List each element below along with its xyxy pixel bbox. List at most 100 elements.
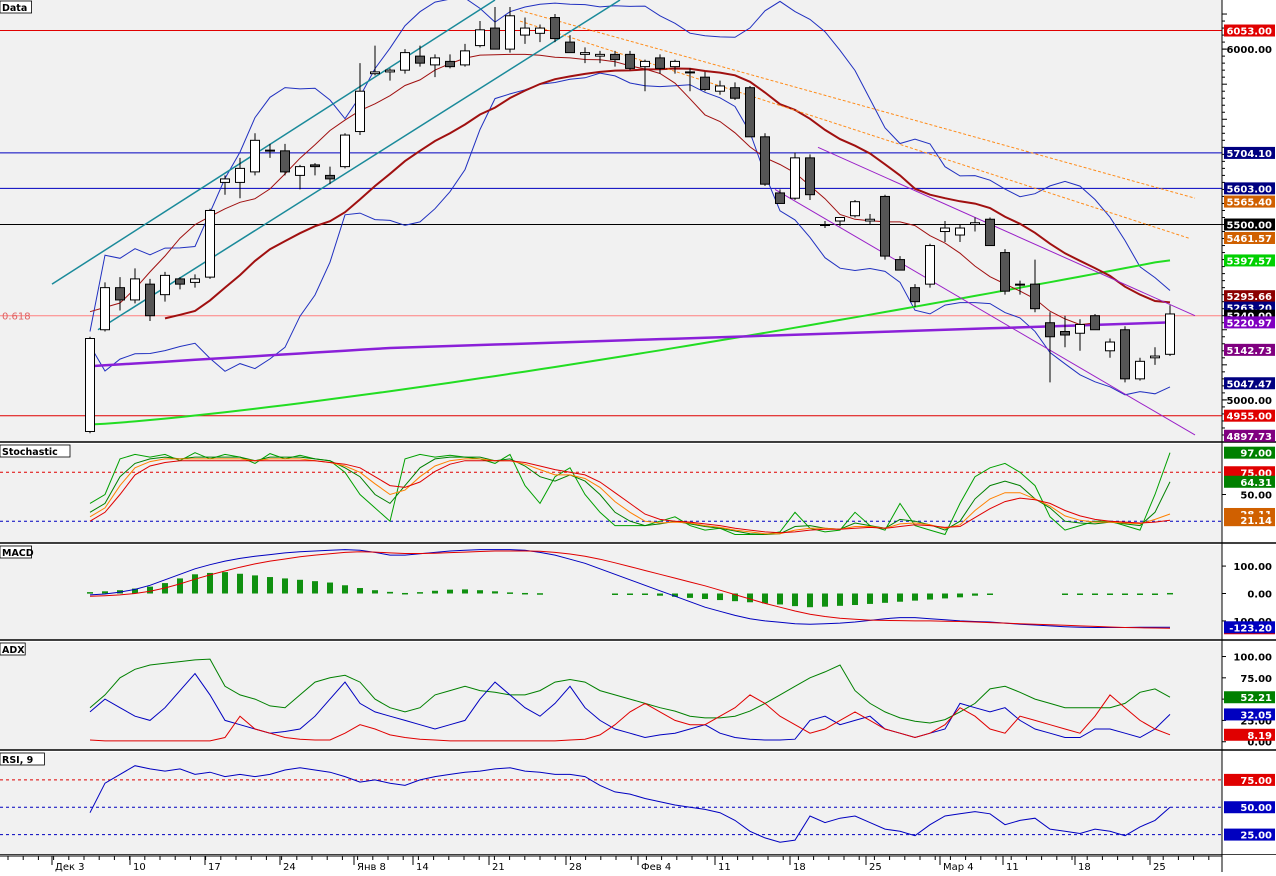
panel-title-data-box xyxy=(0,0,33,14)
time-axis-label: 10 xyxy=(133,862,146,872)
adx-value-32.05-bg xyxy=(1224,708,1275,721)
candle-body xyxy=(505,15,515,50)
candle-body xyxy=(805,157,815,196)
price-label-5603.00-text: 5603.00 xyxy=(1226,184,1272,195)
stochastic-series-line xyxy=(89,460,1171,534)
macd-series-line xyxy=(89,550,1171,629)
candle-body xyxy=(940,227,950,233)
rsi-value-25.00-bg xyxy=(1224,828,1275,841)
candle xyxy=(1150,347,1160,365)
candle-body xyxy=(760,136,770,185)
macd-histogram-bar xyxy=(702,593,708,599)
price-label-6053.00-text: 6053.00 xyxy=(1226,27,1272,38)
price-label-5220.97-bg xyxy=(1224,316,1275,329)
candle-body xyxy=(610,53,620,61)
candle xyxy=(685,68,695,92)
candle xyxy=(175,277,185,290)
macd-histogram-bar xyxy=(897,593,903,602)
candle xyxy=(235,157,245,199)
price-tick-label: 6000.00 xyxy=(1226,45,1272,56)
candle xyxy=(205,208,215,279)
macd-histogram-bar xyxy=(147,586,153,594)
candle xyxy=(925,243,935,288)
price-label-6053.00-bg xyxy=(1224,24,1275,37)
price-label-4897.73-bg xyxy=(1224,429,1275,442)
candle xyxy=(655,54,665,74)
time-axis-label: 17 xyxy=(208,862,221,872)
candle-body xyxy=(820,224,830,227)
candle-body xyxy=(310,164,320,168)
macd-histogram-bar xyxy=(1167,592,1173,595)
price-label-5263.20-text: 5263.20 xyxy=(1226,304,1272,315)
stochastic-value-64.31-bg xyxy=(1224,475,1275,488)
candle xyxy=(1090,313,1100,331)
candle xyxy=(280,143,290,176)
macd-histogram-bar xyxy=(387,591,393,594)
stochastic-value-75.00: 75.00 xyxy=(1224,466,1275,479)
candle xyxy=(145,278,155,321)
macd-histogram-bar xyxy=(342,585,348,594)
candle xyxy=(415,45,425,67)
macd-histogram-bar xyxy=(237,573,243,594)
candle xyxy=(100,282,110,332)
adx-series-line xyxy=(89,658,1171,724)
macd-histogram-bar xyxy=(957,593,963,598)
candle-body xyxy=(205,209,215,278)
price-label-5397.57: 5397.57 xyxy=(1224,254,1275,267)
macd-histogram-bar xyxy=(1122,593,1128,595)
candle-body xyxy=(445,60,455,68)
candle xyxy=(730,82,740,100)
price-label-5142.73-bg xyxy=(1224,343,1275,356)
panel-title-data: Data xyxy=(2,3,27,14)
candle-body xyxy=(280,150,290,173)
candle xyxy=(820,221,830,229)
panel-title-adx: ADX xyxy=(2,645,25,656)
macd-histogram-bar xyxy=(927,593,933,600)
macd-histogram-bar xyxy=(327,582,333,594)
candle-body xyxy=(85,338,95,432)
stochastic-panel-axis-bg xyxy=(1222,444,1276,543)
adx-value-8.19-text: 8.19 xyxy=(1247,731,1272,742)
candle-body xyxy=(145,283,155,317)
candle-body xyxy=(475,29,485,47)
time-axis-label: Мар 4 xyxy=(943,862,974,872)
stochastic-value-75.00-text: 75.00 xyxy=(1240,468,1272,479)
candle-body xyxy=(340,134,350,168)
candle xyxy=(475,21,485,48)
macd-histogram-bar xyxy=(132,588,138,594)
macd-panel-bg xyxy=(0,545,1222,640)
time-axis-label: 25 xyxy=(1153,862,1166,872)
macd-histogram-bar xyxy=(297,579,303,594)
price-label-5220.97: 5220.97 xyxy=(1224,316,1275,329)
macd-histogram-bar xyxy=(282,578,288,594)
rsi-series-line xyxy=(89,765,1171,843)
macd-histogram-bar xyxy=(822,593,828,607)
price-label-5603.00: 5603.00 xyxy=(1224,182,1275,195)
macd-histogram-bar xyxy=(507,592,513,594)
candle-body xyxy=(550,17,560,40)
candle xyxy=(580,47,590,64)
adx-value-32.05: 32.05 xyxy=(1224,708,1275,721)
macd-histogram-bar xyxy=(402,592,408,595)
candle-body xyxy=(775,192,785,204)
candle xyxy=(775,189,785,204)
price-label-5704.10-bg xyxy=(1224,146,1275,159)
time-axis-label: 11 xyxy=(1006,862,1019,872)
candle-body xyxy=(115,287,125,301)
candle xyxy=(265,143,275,158)
macd-histogram-bar xyxy=(807,593,813,608)
price-label-5565.40-bg xyxy=(1224,195,1275,208)
candle-body xyxy=(1000,252,1010,292)
macd-histogram-bar xyxy=(987,593,993,595)
price-label-5397.57-bg xyxy=(1224,254,1275,267)
candle xyxy=(1075,319,1085,351)
candle-body xyxy=(1150,355,1160,359)
candle-body xyxy=(790,157,800,199)
candle xyxy=(220,175,230,195)
macd-histogram-bar xyxy=(672,593,678,597)
price-label-5565.40-text: 5565.40 xyxy=(1226,198,1272,209)
price-label-4955.00-bg xyxy=(1224,409,1275,422)
price-label-5295.66-text: 5295.66 xyxy=(1226,292,1272,303)
moving-average-purple xyxy=(89,321,1171,368)
stochastic-value-21.14: 21.14 xyxy=(1224,514,1275,527)
